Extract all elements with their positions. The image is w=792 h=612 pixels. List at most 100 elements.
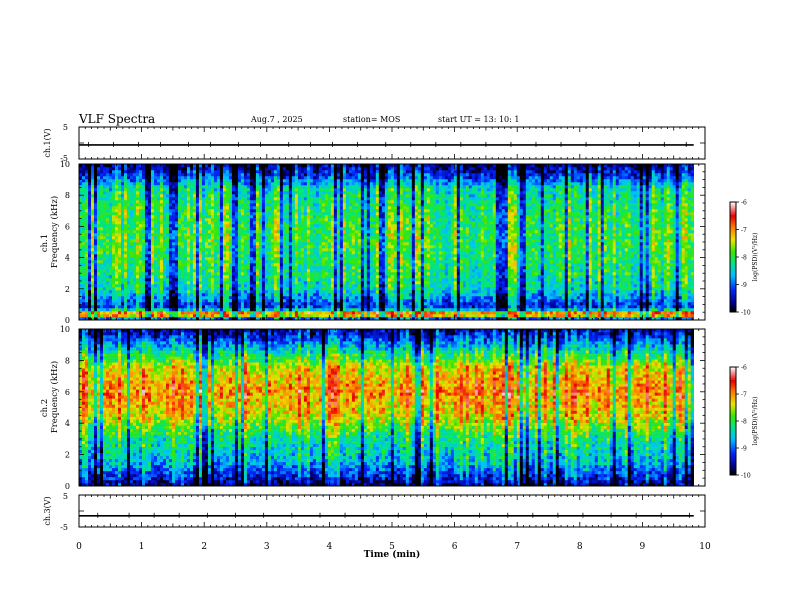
spectrogram-cell — [123, 200, 128, 204]
spectrogram-cell — [318, 197, 323, 201]
spectrogram-cell — [85, 188, 89, 192]
spectrogram-cell — [270, 170, 275, 174]
spectrogram-cell — [252, 284, 257, 288]
spectrogram-cell — [93, 278, 98, 282]
spectrogram-cell — [207, 269, 212, 273]
spectrogram-cell — [219, 194, 224, 198]
spectrogram-cell — [270, 236, 275, 240]
spectrogram-cell — [267, 167, 272, 171]
spectrogram-cell — [195, 242, 200, 246]
spectrogram-cell — [270, 224, 275, 228]
spectrogram-cell — [189, 221, 194, 225]
spectrogram-cell — [288, 308, 293, 312]
spectrogram-cell — [156, 188, 161, 192]
spectrogram-cell — [279, 188, 284, 192]
spectrogram-cell — [141, 185, 146, 189]
spectrogram-cell — [159, 164, 164, 168]
spectrogram-cell — [333, 314, 338, 318]
spectrogram-cell — [90, 290, 95, 294]
spectrogram-cell — [324, 185, 329, 189]
spectrogram-cell — [324, 299, 329, 303]
spectrogram-cell — [315, 290, 320, 294]
spectrogram-cell — [117, 203, 122, 207]
spectrogram-cell — [240, 260, 245, 264]
spectrogram-cell — [237, 215, 242, 219]
spectrogram-cell — [82, 203, 86, 207]
spectrogram-cell — [207, 281, 212, 285]
spectrogram-cell — [114, 293, 119, 297]
spectrogram-cell — [264, 260, 269, 264]
spectrogram-cell — [324, 230, 329, 234]
spectrogram-cell — [303, 317, 308, 321]
spectrogram-cell — [162, 236, 167, 240]
spectrogram-cell — [195, 290, 200, 294]
spectrogram-cell — [258, 167, 263, 171]
spectrogram-cell — [156, 257, 161, 261]
spectrogram-cell — [231, 176, 236, 180]
spectrogram-cell — [93, 293, 98, 297]
spectrogram-cell — [129, 224, 134, 228]
spectrogram-cell — [309, 272, 314, 276]
spectrogram-cell — [273, 185, 278, 189]
spectrogram-cell — [222, 266, 227, 270]
spectrogram-cell — [88, 308, 92, 312]
spectrogram-cell — [219, 173, 224, 177]
spectrogram-cell — [228, 266, 233, 270]
spectrogram-cell — [339, 182, 344, 186]
spectrogram-cell — [195, 173, 200, 177]
spectrogram-cell — [156, 281, 161, 285]
spectrogram-cell — [159, 227, 164, 231]
spectrogram-cell — [294, 218, 299, 222]
spectrogram-cell — [111, 203, 116, 207]
spectrogram-cell — [342, 188, 347, 192]
spectrogram-cell — [312, 164, 317, 168]
spectrogram-cell — [88, 272, 92, 276]
spectrogram-cell — [192, 311, 197, 315]
spectrogram-cell — [282, 272, 287, 276]
spectrogram-cell — [192, 293, 197, 297]
spectrogram-cell — [126, 212, 131, 216]
spectrogram-cell — [276, 194, 281, 198]
spectrogram-cell — [237, 224, 242, 228]
spectrogram-cell — [234, 173, 239, 177]
spectrogram-cell — [102, 224, 107, 228]
spectrogram-cell — [90, 266, 95, 270]
spectrogram-cell — [288, 227, 293, 231]
spectrogram-cell — [321, 173, 326, 177]
spectrogram-cell — [171, 239, 176, 243]
spectrogram-cell — [267, 191, 272, 195]
spectrogram-cell — [213, 290, 218, 294]
spectrogram-cell — [174, 239, 179, 243]
spectrogram-cell — [102, 215, 107, 219]
spectrogram-cell — [135, 185, 140, 189]
spectrogram-cell — [213, 194, 218, 198]
spectrogram-cell — [231, 254, 236, 258]
spectrogram-cell — [294, 293, 299, 297]
spectrogram-cell — [201, 203, 206, 207]
spectrogram-cell — [333, 191, 338, 195]
spectrogram-cell — [282, 281, 287, 285]
spectrogram-cell — [312, 263, 317, 267]
spectrogram-cell — [207, 209, 212, 213]
spectrogram-cell — [198, 251, 203, 255]
spectrogram-cell — [186, 275, 191, 279]
spectrogram-cell — [315, 278, 320, 282]
spectrogram-cell — [132, 299, 137, 303]
spectrogram-cell — [88, 281, 92, 285]
spectrogram-cell — [309, 185, 314, 189]
spectrogram-cell — [207, 278, 212, 282]
spectrogram-cell — [93, 233, 98, 237]
spectrogram-cell — [264, 209, 269, 213]
spectrogram-cell — [324, 197, 329, 201]
spectrogram-cell — [96, 263, 101, 267]
spectrogram-cell — [183, 194, 188, 198]
spectrogram-cell — [135, 275, 140, 279]
spectrogram-cell — [183, 203, 188, 207]
spectrogram-cell — [231, 317, 236, 321]
spectrogram-cell — [267, 221, 272, 225]
spectrogram-cell — [282, 194, 287, 198]
spectrogram-cell — [153, 269, 158, 273]
spectrogram-cell — [201, 317, 206, 321]
spectrogram-cell — [141, 302, 146, 306]
spectrogram-cell — [330, 239, 335, 243]
